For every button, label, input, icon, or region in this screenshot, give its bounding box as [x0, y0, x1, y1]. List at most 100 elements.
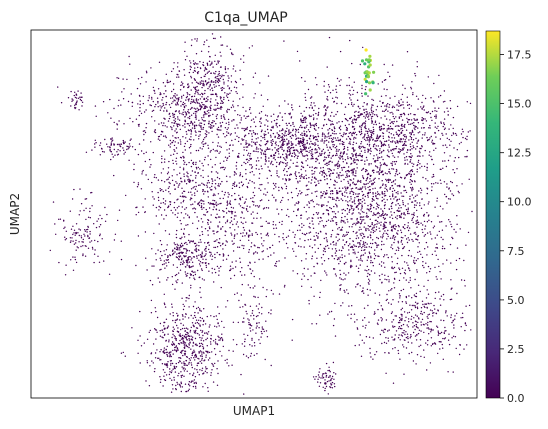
scatter-point: [242, 222, 244, 225]
scatter-point: [323, 156, 326, 158]
scatter-point: [354, 251, 356, 253]
scatter-point: [378, 152, 381, 155]
scatter-point: [188, 256, 190, 258]
scatter-point: [320, 170, 322, 173]
scatter-point: [337, 150, 339, 152]
scatter-point: [400, 236, 403, 239]
scatter-point: [256, 252, 259, 254]
scatter-point: [300, 112, 302, 115]
scatter-point: [342, 135, 344, 138]
scatter-point: [183, 109, 185, 111]
scatter-point: [357, 195, 359, 198]
scatter-point: [289, 148, 292, 150]
scatter-point: [285, 185, 288, 188]
scatter-point: [190, 101, 192, 103]
scatter-point: [359, 153, 361, 155]
scatter-point: [407, 113, 410, 116]
scatter-point: [304, 145, 306, 147]
scatter-point: [218, 185, 220, 187]
scatter-point: [413, 262, 416, 265]
scatter-point: [366, 132, 369, 135]
scatter-point: [350, 313, 352, 315]
scatter-point: [214, 183, 217, 185]
scatter-point: [278, 153, 280, 155]
scatter-point: [230, 133, 232, 135]
scatter-point: [187, 117, 189, 119]
scatter-point: [167, 187, 170, 189]
scatter-point: [219, 51, 221, 53]
scatter-point: [198, 259, 200, 261]
scatter-point: [123, 123, 125, 125]
scatter-point: [389, 187, 392, 189]
scatter-point: [324, 140, 326, 142]
scatter-point: [243, 207, 245, 209]
scatter-point: [300, 150, 302, 153]
scatter-point: [337, 162, 339, 164]
scatter-point: [168, 117, 171, 120]
scatter-point: [227, 192, 229, 194]
scatter-point: [396, 215, 398, 217]
scatter-point: [237, 105, 239, 107]
scatter-point: [181, 206, 183, 208]
scatter-point: [383, 262, 385, 264]
scatter-point: [245, 233, 248, 235]
scatter-point: [393, 156, 396, 158]
scatter-point: [424, 134, 426, 136]
scatter-point: [327, 118, 330, 120]
scatter-point: [276, 149, 278, 151]
scatter-point: [331, 111, 333, 114]
scatter-point: [139, 100, 141, 102]
scatter-point: [339, 50, 342, 53]
scatter-point: [453, 228, 455, 231]
scatter-point: [215, 70, 217, 73]
scatter-point: [155, 259, 157, 261]
scatter-point: [150, 104, 152, 107]
scatter-point: [204, 137, 206, 139]
scatter-point: [417, 284, 420, 286]
scatter-point: [258, 168, 260, 170]
scatter-point: [456, 105, 459, 108]
scatter-point: [383, 143, 385, 145]
scatter-point: [337, 211, 339, 213]
scatter-point: [429, 231, 431, 233]
scatter-point: [382, 128, 384, 130]
scatter-point: [292, 146, 295, 149]
scatter-point: [243, 154, 245, 156]
scatter-point: [403, 126, 406, 128]
scatter-point: [186, 249, 189, 252]
scatter-point: [385, 337, 387, 339]
scatter-point: [208, 120, 210, 123]
scatter-point: [311, 169, 313, 172]
scatter-point: [432, 163, 435, 166]
scatter-point: [217, 75, 219, 78]
scatter-point: [274, 233, 276, 236]
scatter-point: [374, 187, 376, 189]
scatter-point: [319, 230, 322, 233]
scatter-point: [352, 93, 354, 96]
scatter-point: [407, 207, 409, 209]
scatter-point: [362, 186, 364, 188]
scatter-point: [158, 223, 160, 225]
scatter-point: [343, 151, 345, 153]
scatter-point: [250, 119, 253, 121]
scatter-point: [192, 162, 194, 164]
scatter-point: [403, 186, 405, 188]
scatter-point: [277, 145, 280, 147]
scatter-point: [198, 245, 200, 247]
scatter-point: [300, 161, 303, 163]
scatter-point: [176, 76, 178, 78]
scatter-point: [223, 160, 225, 162]
scatter-point: [382, 235, 384, 238]
scatter-point: [440, 182, 442, 185]
scatter-point: [162, 202, 165, 204]
scatter-point: [375, 351, 378, 353]
scatter-point: [436, 243, 438, 245]
scatter-point: [374, 272, 376, 274]
scatter-point: [193, 124, 196, 127]
scatter-point: [232, 223, 234, 226]
scatter-point: [347, 245, 350, 247]
scatter-point: [413, 257, 416, 259]
scatter-point: [405, 302, 408, 304]
scatter-point: [162, 190, 164, 193]
scatter-point: [394, 179, 397, 181]
